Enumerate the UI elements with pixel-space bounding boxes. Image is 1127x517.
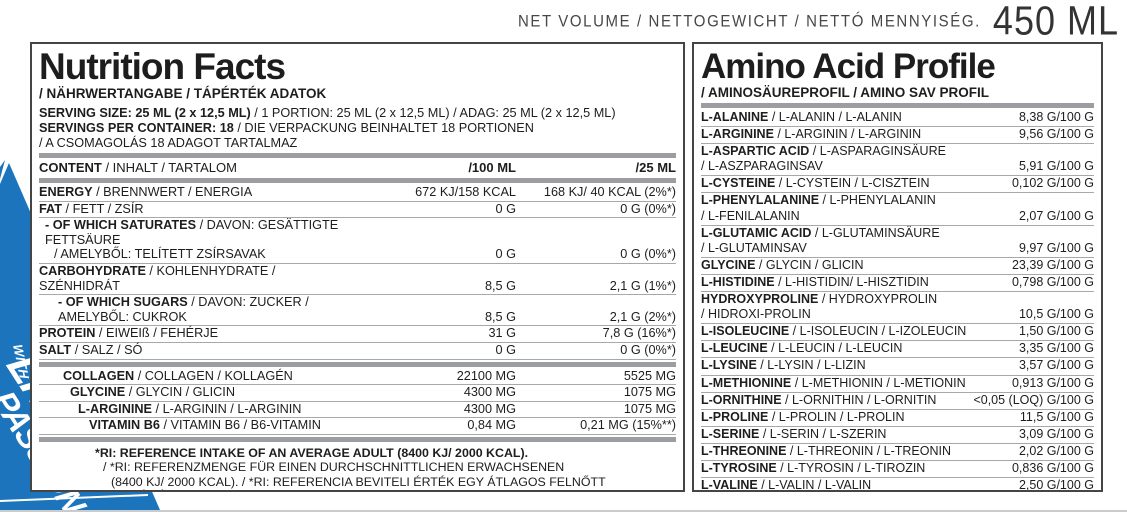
divider	[39, 436, 676, 442]
table-row: L-LYSINE / L-LYSIN / L-LIZIN 3,57 G/100 G	[701, 358, 1094, 376]
table-row: L-PROLINE / L-PROLIN / L-PROLIN 11,5 G/10…	[701, 410, 1094, 427]
table-row: COLLAGEN / COLLAGEN / KOLLAGÉN 22100 MG 55…	[39, 369, 676, 386]
column-per-25ml: /25 ML	[635, 160, 676, 175]
divider	[701, 103, 1094, 108]
divider	[39, 153, 676, 158]
nutrition-panel: Nutrition Facts / NÄHRWERTANGABE / TÁPÉR…	[30, 42, 685, 492]
amino-title: Amino Acid Profile	[701, 47, 996, 86]
table-row: GLYCINE / GLYCIN / GLICIN 4300 MG 1075 MG	[39, 385, 676, 402]
amino-panel: Amino Acid Profile / AMINOSÄUREPROFIL / …	[692, 42, 1103, 492]
table-row: L-ISOLEUCINE / L-ISOLEUCIN / L-IZOLEUCIN…	[701, 324, 1094, 342]
net-volume-label: NET VOLUME / NETTOGEWICHT / NETTÓ MENNYI…	[517, 11, 981, 31]
footnote-line: *RI: REFERENCE INTAKE OF AN AVERAGE ADUL…	[95, 445, 529, 460]
table-row: L-LEUCINE / L-LEUCIN / L-LEUCIN 3,35 G/10…	[701, 341, 1094, 359]
serving-line: SERVINGS PER CONTAINER: 18 / DIE VERPACK…	[39, 121, 534, 135]
content-header-label: CONTENT / INHALT / TARTALOM	[39, 160, 237, 175]
serving-line: SERVING SIZE: 25 ML (2 x 12,5 ML) / 1 PO…	[39, 106, 616, 120]
footnotes: *RI: REFERENCE INTAKE OF AN AVERAGE ADUL…	[39, 445, 676, 490]
table-row: L-PHENYLALANINE / L-PHENYLALANIN / L-FENI…	[701, 193, 1094, 226]
table-row: VITAMIN B6 / VITAMIN B6 / B6-VITAMIN 0,84…	[39, 418, 676, 435]
table-row: GLYCINE / GLYCIN / GLICIN 23,39 G/100 G	[701, 258, 1094, 275]
serving-line: / A CSOMAGOLÁS 18 ADAGOT TARTALMAZ	[39, 136, 298, 150]
table-row: PROTEIN / EIWEIß / FEHÉRJE 31 G 7,8 G (16%…	[39, 326, 676, 343]
table-row: - OF WHICH SATURATES / DAVON: GESÄTTIGTE…	[39, 218, 676, 264]
footnote-line: (8400 KJ/ 2000 KCAL). / *RI: REFERENCIA …	[111, 474, 606, 489]
net-volume: NET VOLUME / NETTOGEWICHT / NETTÓ MENNYI…	[517, 0, 1119, 44]
table-row: L-GLUTAMIC ACID / L-GLUTAMINSÄURE / L-GLU…	[701, 226, 1094, 258]
nutrition-subtitle: / NÄHRWERTANGABE / TÁPÉRTÉK ADATOK	[39, 86, 327, 101]
table-row: HYDROXYPROLINE / HYDROXYPROLIN / HIDROXI-…	[701, 292, 1094, 325]
column-per-100ml: /100 ML	[468, 160, 516, 175]
table-row: CARBOHYDRATE / KOHLENHYDRATE / SZÉNHIDRÁ…	[39, 264, 676, 296]
table-row: L-TYROSINE / L-TYROSIN / L-TIROZIN 0,836 …	[701, 461, 1094, 479]
table-row: - OF WHICH SUGARS / DAVON: ZUCKER / AMEL…	[39, 295, 676, 327]
table-row: L-METHIONINE / L-METHIONIN / L-METIONIN 0…	[701, 376, 1094, 393]
table-row: L-ASPARTIC ACID / L-ASPARAGINSÄURE / L-AS…	[701, 144, 1094, 177]
divider	[39, 361, 676, 367]
nutrition-table: ENERGY / BRENNWERT / ENERGIA 672 KJ/158 K…	[39, 185, 676, 360]
serving-info: SERVING SIZE: 25 ML (2 x 12,5 ML) / 1 PO…	[39, 106, 676, 151]
table-row: L-HISTIDINE / L-HISTIDIN/ L-HISZTIDIN 0,7…	[701, 275, 1094, 293]
table-row: L-ALANINE / L-ALANIN / L-ALANIN 8,38 G/10…	[701, 110, 1094, 128]
amino-table: L-ALANINE / L-ALANIN / L-ALANIN 8,38 G/10…	[701, 110, 1094, 490]
nutrition-supplement-table: COLLAGEN / COLLAGEN / KOLLAGÉN 22100 MG 55…	[39, 369, 676, 435]
table-row: L-SERINE / L-SERIN / L-SZERIN 3,09 G/100 …	[701, 427, 1094, 444]
footnote-line: / *RI: REFERENZMENGE FÜR EINEN DURCHSCHN…	[103, 460, 565, 475]
table-row: L-ARGININE / L-ARGININ / L-ARGININ 9,56 G…	[701, 127, 1094, 145]
bottom-rule	[0, 510, 1127, 512]
table-row: L-VALINE / L-VALIN / L-VALIN 2,50 G/100 G	[701, 478, 1094, 490]
table-row: L-CYSTEINE / L-CYSTEIN / L-CISZTEIN 0,102…	[701, 176, 1094, 194]
table-row: L-THREONINE / L-THREONIN / L-TREONIN 2,02…	[701, 444, 1094, 461]
content-header-row: CONTENT / INHALT / TARTALOM /100 ML /25 …	[39, 160, 676, 176]
nutrition-title: Nutrition Facts	[39, 46, 286, 87]
table-row: ENERGY / BRENNWERT / ENERGIA 672 KJ/158 K…	[39, 185, 676, 202]
amino-subtitle: / AMINOSÄUREPROFIL / AMINO SAV PROFIL	[701, 85, 990, 100]
table-row: L-ARGININE / L-ARGININ / L-ARGININ 4300 M…	[39, 402, 676, 419]
table-row: L-ORNITHINE / L-ORNITHIN / L-ORNITIN <0,0…	[701, 393, 1094, 410]
footnote-line: SZÁMÁRA (8400 KJ/ 2000 KCAL).	[123, 489, 676, 490]
divider	[39, 178, 676, 183]
net-volume-value: 450 ML	[992, 0, 1119, 44]
